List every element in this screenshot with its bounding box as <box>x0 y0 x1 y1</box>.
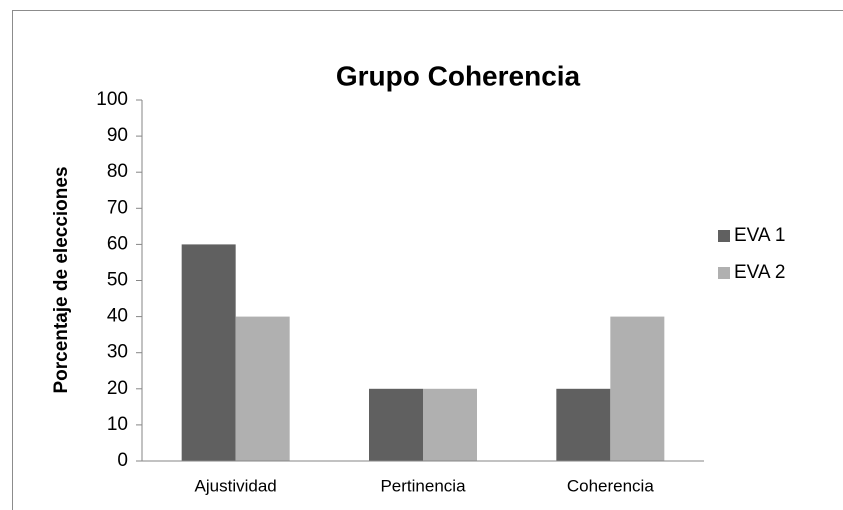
bar <box>369 388 423 461</box>
y-axis-label: Porcentaje de elecciones <box>51 166 72 393</box>
legend-swatch <box>718 267 730 279</box>
x-tick-label: Ajustividad <box>195 476 277 495</box>
legend-label: EVA 1 <box>734 225 785 246</box>
bar <box>556 388 611 461</box>
bar <box>610 316 665 461</box>
y-tick-label: 50 <box>107 270 128 291</box>
y-tick-label: 80 <box>107 161 128 182</box>
legend-label: EVA 2 <box>734 262 785 283</box>
y-tick-label: 30 <box>107 342 128 363</box>
y-tick-label: 40 <box>107 306 128 327</box>
chart-title: Grupo Coherencia <box>336 60 581 91</box>
x-tick-label: Coherencia <box>567 476 654 495</box>
y-tick-label: 70 <box>107 197 128 218</box>
y-tick-label: 90 <box>107 125 128 146</box>
y-tick-label: 60 <box>107 233 128 254</box>
y-tick-label: 10 <box>107 414 128 435</box>
legend-swatch <box>718 230 730 242</box>
x-tick-label: Pertinencia <box>380 476 466 495</box>
bar <box>181 244 236 461</box>
y-tick-label: 100 <box>96 89 128 110</box>
bar <box>235 316 290 461</box>
y-tick-label: 0 <box>117 450 128 471</box>
bar <box>423 388 477 461</box>
y-tick-label: 20 <box>107 378 128 399</box>
